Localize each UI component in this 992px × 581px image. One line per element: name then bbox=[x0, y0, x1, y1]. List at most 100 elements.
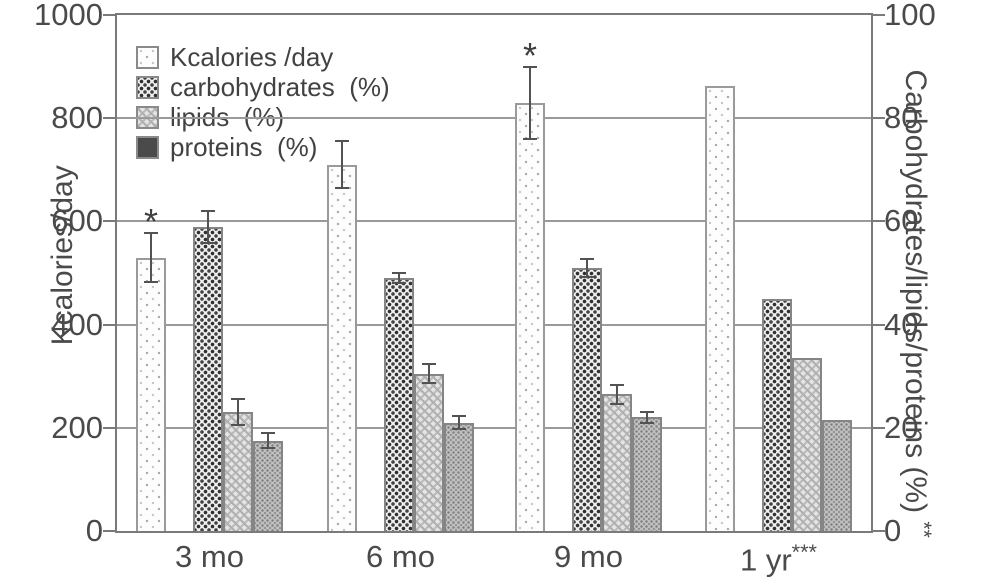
plot-area: Kcalories /day carbohydrates (%) lipids (%… bbox=[115, 13, 873, 533]
error-bar-cap-bottom bbox=[580, 276, 594, 279]
legend-label: carbohydrates (%) bbox=[170, 72, 390, 102]
category-label-asterisks: *** bbox=[791, 539, 818, 564]
error-bar-cap-top bbox=[610, 383, 624, 386]
error-bar-cap-top bbox=[422, 363, 436, 366]
left-tick-mark bbox=[103, 426, 115, 429]
category-label: 6 mo bbox=[366, 539, 435, 575]
error-bar-cap-top bbox=[231, 398, 245, 401]
legend: Kcalories /day carbohydrates (%) lipids (%… bbox=[136, 42, 390, 162]
left-tick-mark bbox=[103, 220, 115, 223]
bar-kcal-3mo bbox=[136, 257, 166, 531]
right-tick-label: 0 bbox=[884, 513, 902, 548]
error-bar-cap-top bbox=[392, 271, 406, 274]
right-tick-mark bbox=[873, 530, 885, 532]
error-bar-cap-top bbox=[201, 209, 215, 212]
error-bar-cap-top bbox=[580, 257, 594, 260]
error-bar bbox=[341, 140, 343, 189]
bar-proteins-9mo bbox=[632, 417, 662, 531]
right-tick-mark bbox=[873, 323, 885, 326]
bar-carb-1yr bbox=[762, 298, 792, 531]
bar-proteins-3mo bbox=[253, 440, 283, 531]
bar-lipids-6mo bbox=[414, 373, 444, 531]
significance-asterisk: * bbox=[522, 34, 538, 76]
error-bar-cap-bottom bbox=[392, 282, 406, 285]
error-bar-cap-bottom bbox=[231, 424, 245, 427]
error-bar bbox=[150, 231, 152, 284]
error-bar bbox=[529, 65, 531, 140]
left-axis-title: Kcalories/day bbox=[12, 12, 79, 532]
bar-carb-9mo bbox=[572, 267, 602, 531]
gridline-800 bbox=[117, 117, 871, 120]
left-tick-mark bbox=[103, 117, 115, 120]
left-tick-mark bbox=[103, 14, 115, 16]
right-tick-mark bbox=[873, 117, 885, 120]
error-bar bbox=[237, 398, 239, 427]
error-bar bbox=[586, 257, 588, 279]
error-bar bbox=[616, 383, 618, 405]
error-bar bbox=[398, 271, 400, 285]
legend-label: proteins (%) bbox=[170, 132, 318, 162]
legend-item: Kcalories /day bbox=[136, 42, 390, 72]
error-bar-cap-bottom bbox=[523, 137, 537, 140]
error-bar bbox=[458, 414, 460, 431]
bar-proteins-1yr bbox=[822, 420, 852, 531]
bar-carb-6mo bbox=[384, 278, 414, 531]
error-bar-cap-top bbox=[144, 231, 158, 234]
category-label: 3 mo bbox=[175, 539, 244, 575]
significance-asterisk: * bbox=[143, 200, 159, 242]
error-bar-cap-bottom bbox=[335, 186, 349, 189]
gridline-400 bbox=[117, 323, 871, 326]
left-tick-label: 200 bbox=[51, 409, 103, 445]
error-bar-cap-top bbox=[261, 431, 275, 434]
legend-swatch-proteins bbox=[136, 135, 159, 159]
bar-lipids-3mo bbox=[223, 412, 253, 531]
category-label-text: 9 mo bbox=[554, 539, 623, 574]
legend-swatch-lipids bbox=[136, 105, 159, 129]
gridline-200 bbox=[117, 426, 871, 429]
legend-swatch-carb bbox=[136, 75, 159, 99]
bar-kcal-9mo bbox=[515, 102, 545, 531]
category-label: 9 mo bbox=[554, 539, 623, 575]
legend-label: Kcalories /day bbox=[170, 42, 334, 72]
error-bar-cap-bottom bbox=[261, 447, 275, 450]
error-bar-cap-top bbox=[523, 65, 537, 68]
category-label-text: 1 yr bbox=[739, 542, 792, 578]
right-axis-title-text: Carbohydrates/lipids/proteins (%) bbox=[899, 69, 932, 522]
error-bar bbox=[207, 209, 209, 244]
bar-kcal-1yr bbox=[705, 85, 735, 531]
error-bar-cap-bottom bbox=[452, 428, 466, 431]
error-bar-cap-bottom bbox=[640, 421, 654, 424]
bar-lipids-9mo bbox=[602, 394, 632, 531]
right-axis-title: Carbohydrates/lipids/proteins (%) ** bbox=[899, 7, 974, 567]
bar-carb-3mo bbox=[193, 226, 223, 531]
error-bar-cap-top bbox=[335, 140, 349, 143]
category-label: 1 yr*** bbox=[740, 539, 817, 578]
legend-swatch-kcal bbox=[136, 45, 159, 69]
error-bar-cap-bottom bbox=[422, 381, 436, 384]
right-tick-mark bbox=[873, 14, 885, 16]
left-tick-mark bbox=[103, 323, 115, 326]
right-tick-mark bbox=[873, 220, 885, 223]
error-bar-cap-top bbox=[640, 411, 654, 414]
error-bar-cap-bottom bbox=[144, 281, 158, 284]
left-tick-label: 400 bbox=[51, 306, 103, 342]
right-tick-label: 100 bbox=[884, 0, 936, 32]
bar-lipids-1yr bbox=[792, 358, 822, 531]
right-tick-label: 40 bbox=[884, 306, 919, 342]
left-tick-mark bbox=[103, 530, 115, 532]
error-bar-cap-top bbox=[452, 414, 466, 417]
left-tick-label: 1000 bbox=[34, 0, 103, 32]
bar-kcal-6mo bbox=[327, 164, 357, 531]
legend-item: lipids (%) bbox=[136, 102, 390, 132]
left-tick-label: 800 bbox=[51, 100, 103, 136]
error-bar-cap-bottom bbox=[201, 241, 215, 244]
left-tick-label: 0 bbox=[85, 513, 103, 548]
right-tick-mark bbox=[873, 426, 885, 429]
right-tick-label: 60 bbox=[884, 203, 919, 239]
bar-proteins-6mo bbox=[444, 422, 474, 531]
right-tick-label: 80 bbox=[884, 100, 919, 136]
legend-item: carbohydrates (%) bbox=[136, 72, 390, 102]
error-bar bbox=[428, 363, 430, 384]
error-bar-cap-bottom bbox=[610, 402, 624, 405]
category-label-text: 3 mo bbox=[175, 539, 244, 574]
